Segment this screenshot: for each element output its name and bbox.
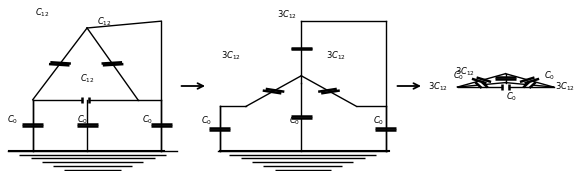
Text: $3C_{12}$: $3C_{12}$ xyxy=(555,80,574,93)
Text: $C_0$: $C_0$ xyxy=(6,113,18,126)
Text: $C_{12}$: $C_{12}$ xyxy=(35,6,50,19)
Text: $C_0$: $C_0$ xyxy=(201,115,212,127)
Text: $C_{12}$: $C_{12}$ xyxy=(97,16,111,28)
Text: $3C_{12}$: $3C_{12}$ xyxy=(221,49,241,62)
Text: $C_0$: $C_0$ xyxy=(453,70,464,82)
Text: $C_0$: $C_0$ xyxy=(142,113,153,126)
Text: $3C_{12}$: $3C_{12}$ xyxy=(277,8,297,21)
Text: $C_0$: $C_0$ xyxy=(288,115,300,127)
Text: $3C_{12}$: $3C_{12}$ xyxy=(455,65,474,78)
Text: $C_0$: $C_0$ xyxy=(373,115,384,127)
Text: $3C_{12}$: $3C_{12}$ xyxy=(428,80,448,93)
Text: $3C_{12}$: $3C_{12}$ xyxy=(326,49,346,62)
Text: $C_0$: $C_0$ xyxy=(506,90,517,103)
Text: $C_{12}$: $C_{12}$ xyxy=(80,72,94,85)
Text: $C_0$: $C_0$ xyxy=(545,70,556,82)
Text: $C_0$: $C_0$ xyxy=(77,113,88,126)
